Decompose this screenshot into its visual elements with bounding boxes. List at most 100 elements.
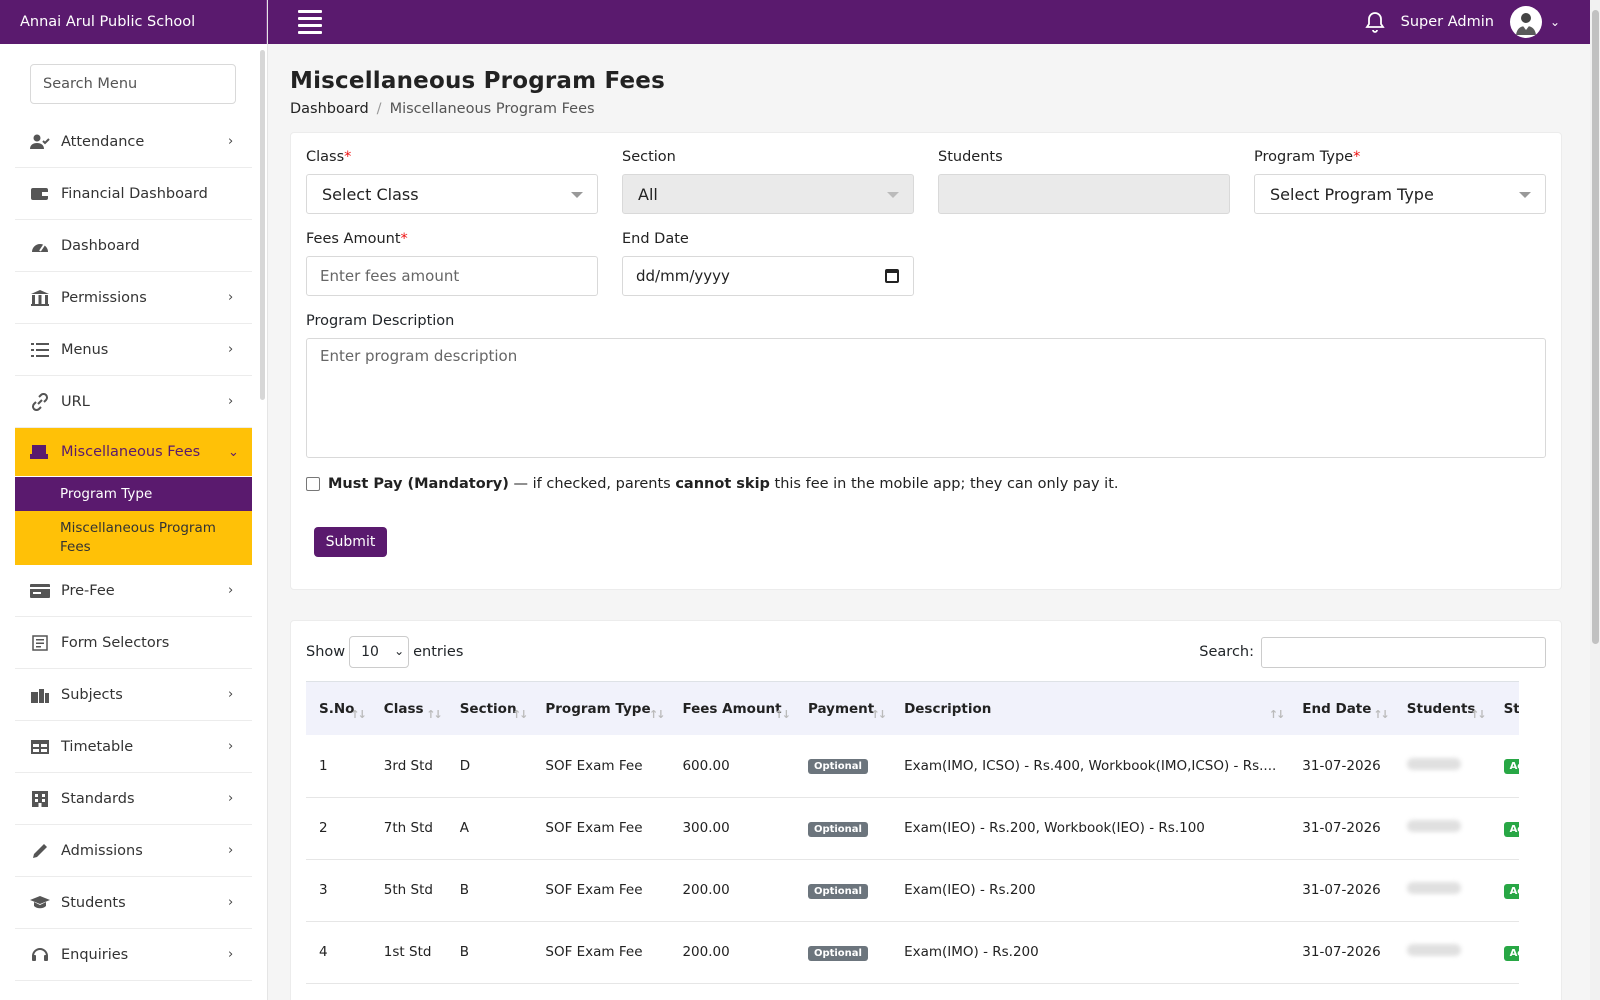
col-class[interactable]: Class ↑↓ xyxy=(370,682,447,735)
books-icon xyxy=(29,686,51,704)
sidebar-item-label: Students xyxy=(61,894,126,911)
sort-icon: ↑↓ xyxy=(1373,708,1390,721)
page-scrollbar-thumb[interactable] xyxy=(1592,10,1599,644)
wallet-icon xyxy=(29,185,51,203)
table-search-input[interactable] xyxy=(1261,636,1546,668)
sidebar-item-label: Standards xyxy=(61,790,135,807)
hamburger-menu-icon[interactable] xyxy=(298,6,322,38)
list-icon xyxy=(29,341,51,359)
required-mark: * xyxy=(344,149,352,165)
payment-badge: Optional xyxy=(807,821,868,837)
brand-name[interactable]: Annai Arul Public School xyxy=(0,0,267,44)
mandatory-option: Must Pay (Mandatory) — if checked, paren… xyxy=(306,476,1546,492)
col-status[interactable]: Status xyxy=(1490,682,1519,735)
cell-class: 3rd Std xyxy=(370,735,447,798)
table-header-row: S.No ↑↓ Class ↑↓ Section ↑↓ Program Type ↑↓ … xyxy=(306,682,1519,735)
sidebar-item-label: Timetable xyxy=(61,738,134,755)
sort-icon: ↑↓ xyxy=(511,708,529,721)
sidebar-scrollbar[interactable] xyxy=(260,50,265,400)
status-badge: Active xyxy=(1503,821,1519,837)
mandatory-checkbox[interactable] xyxy=(306,477,320,491)
col-program-type[interactable]: Program Type ↑↓ xyxy=(532,682,670,735)
class-select[interactable]: Select Class xyxy=(306,174,598,214)
sidebar-item-label: Subjects xyxy=(61,686,123,703)
sidebar-item-menus[interactable]: Menus › xyxy=(15,324,252,376)
sidebar-item-form-selectors[interactable]: Form Selectors xyxy=(15,617,252,669)
col-end-date[interactable]: End Date ↑↓ xyxy=(1289,682,1394,735)
description-textarea[interactable]: Enter program description xyxy=(306,338,1546,458)
sidebar-item-permissions[interactable]: Permissions › xyxy=(15,272,252,324)
col-sno[interactable]: S.No ↑↓ xyxy=(306,682,371,735)
dropdown-arrow-icon xyxy=(571,192,583,198)
search-menu-input[interactable] xyxy=(43,76,235,92)
program-type-select[interactable]: Select Program Type xyxy=(1254,174,1546,214)
search-menu-field[interactable] xyxy=(30,64,236,104)
fees-amount-input[interactable]: Enter fees amount xyxy=(306,256,598,296)
col-description[interactable]: Description ↑↓ xyxy=(891,682,1290,735)
sidebar-item-attendance[interactable]: Attendance › xyxy=(15,116,252,168)
sidebar-nav-lower: Pre-Fee › Form Selectors Subjects › Time… xyxy=(15,565,252,981)
cell-description: Exam(IMO, ICSO) - Rs.400, Workbook(IMO,I… xyxy=(891,735,1290,798)
cell-status: Active xyxy=(1490,735,1519,798)
chevron-right-icon: › xyxy=(228,895,234,910)
sidebar-item-label: Menus xyxy=(61,341,109,358)
user-check-icon xyxy=(29,133,51,151)
receipt-icon xyxy=(29,443,51,461)
sidebar-subitem-misc-program-fees[interactable]: Miscellaneous Program Fees xyxy=(15,511,252,565)
table-row[interactable]: 4 1st Std B SOF Exam Fee 200.00 Optional… xyxy=(306,921,1519,984)
col-students[interactable]: Students ↑↓ xyxy=(1393,682,1491,735)
table-row[interactable]: 2 7th Std A SOF Exam Fee 300.00 Optional… xyxy=(306,797,1519,860)
headset-icon xyxy=(29,946,51,964)
sidebar-item-url[interactable]: URL › xyxy=(15,376,252,428)
sidebar-item-financial-dashboard[interactable]: Financial Dashboard xyxy=(15,168,252,220)
sidebar-item-subjects[interactable]: Subjects › xyxy=(15,669,252,721)
bell-icon[interactable] xyxy=(1364,11,1387,33)
end-date-input[interactable]: dd/mm/yyyy xyxy=(622,256,914,296)
page-scrollbar[interactable] xyxy=(1590,0,1600,1000)
description-label: Program Description xyxy=(306,313,455,329)
submit-button[interactable]: Submit xyxy=(314,527,387,557)
cell-sno: 4 xyxy=(306,921,371,984)
sidebar-subitem-program-type[interactable]: Program Type xyxy=(15,477,252,511)
sidebar-item-students[interactable]: Students › xyxy=(15,877,252,929)
sidebar-item-label: Form Selectors xyxy=(61,634,170,651)
col-fees-amount[interactable]: Fees Amount ↑↓ xyxy=(669,682,795,735)
sort-icon: ↑↓ xyxy=(1470,708,1487,721)
cell-program-type: SOF Exam Fee xyxy=(532,921,670,984)
calendar-icon[interactable] xyxy=(885,269,899,283)
user-name[interactable]: Super Admin xyxy=(1400,14,1494,30)
class-label: Class* xyxy=(306,149,352,165)
breadcrumb-home[interactable]: Dashboard xyxy=(290,101,369,117)
sort-icon: ↑↓ xyxy=(350,708,367,721)
blurred-students xyxy=(1406,757,1461,770)
table-row[interactable]: 3 5th Std B SOF Exam Fee 200.00 Optional… xyxy=(306,859,1519,922)
form-row-2: Fees Amount* Enter fees amount End Date … xyxy=(306,231,1546,296)
col-section[interactable]: Section ↑↓ xyxy=(446,682,533,735)
cell-fees: 200.00 xyxy=(669,859,795,922)
students-select[interactable] xyxy=(938,174,1230,214)
sidebar-item-miscellaneous-fees[interactable]: Miscellaneous Fees ⌄ xyxy=(15,428,252,476)
avatar[interactable] xyxy=(1509,6,1542,38)
chevron-right-icon: › xyxy=(228,687,234,702)
page-length-select[interactable]: 10 ⌄ xyxy=(349,636,410,668)
sidebar-item-admissions[interactable]: Admissions › xyxy=(15,825,252,877)
chevron-down-icon: ⌄ xyxy=(394,644,405,658)
sidebar-item-standards[interactable]: Standards › xyxy=(15,773,252,825)
cell-fees: 200.00 xyxy=(669,921,795,984)
form-icon xyxy=(29,634,51,652)
chevron-down-icon[interactable]: ⌄ xyxy=(1549,15,1560,29)
sidebar-item-enquiries[interactable]: Enquiries › xyxy=(15,929,252,981)
blurred-students xyxy=(1406,944,1461,956)
cell-fees: 600.00 xyxy=(669,735,795,798)
payment-badge: Optional xyxy=(807,759,868,775)
col-payment[interactable]: Payment ↑↓ xyxy=(794,682,892,735)
blurred-students xyxy=(1406,882,1461,894)
sidebar-item-label: Pre-Fee xyxy=(61,582,115,599)
table-row[interactable]: 1 3rd Std D SOF Exam Fee 600.00 Optional… xyxy=(306,735,1519,798)
sidebar-item-pre-fee[interactable]: Pre-Fee › xyxy=(15,565,252,617)
section-select[interactable]: All xyxy=(622,174,914,214)
sidebar-item-dashboard[interactable]: Dashboard xyxy=(15,220,252,272)
sidebar-item-timetable[interactable]: Timetable › xyxy=(15,721,252,773)
end-date-field: End Date dd/mm/yyyy xyxy=(622,231,914,296)
cell-fees: 300.00 xyxy=(669,797,795,860)
